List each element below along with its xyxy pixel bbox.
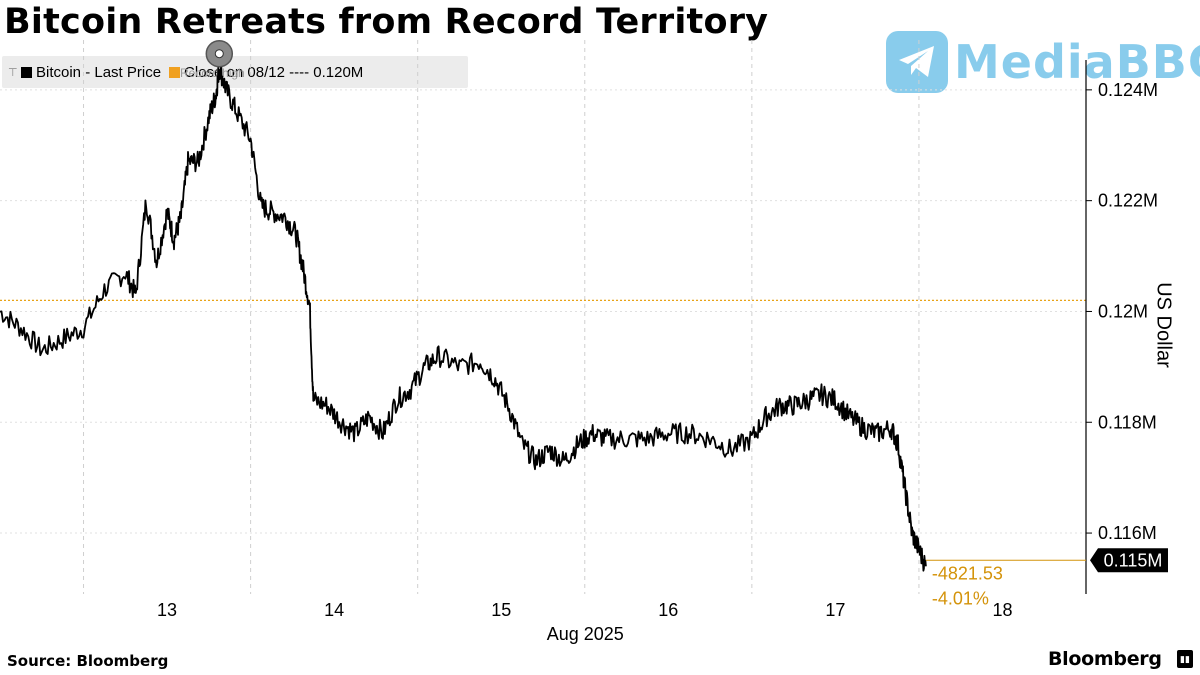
watermark-text: MediaBBG [954,35,1200,89]
x-tick-label: 15 [491,600,511,620]
bloomberg-mark-icon: ▮▮ [1177,650,1193,668]
x-tick-label: 18 [992,600,1012,620]
telegram-icon [886,31,948,93]
source-note: Source: Bloomberg [7,652,169,670]
change-percent: -4.01% [932,588,989,608]
pin-icon[interactable]: ⊤ [8,66,18,79]
chart-title: Bitcoin Retreats from Record Territory [4,2,769,42]
x-axis-label: Aug 2025 [547,624,624,644]
x-tick-label: 14 [324,600,344,620]
y-tick-label: 0.118M [1098,412,1157,432]
legend-swatch-close [169,66,181,78]
x-tick-label: 13 [157,600,177,620]
x-tick-label: 17 [825,600,845,620]
brand-logo: Bloomberg [1048,648,1162,670]
y-tick-label: 0.122M [1098,191,1158,211]
record-high-label: Record high [180,66,245,80]
bitcoin-price-line [0,65,927,572]
watermark: MediaBBG [886,30,1200,94]
last-value-badge [1090,548,1168,573]
y-tick-label: 0.12M [1098,301,1148,321]
x-tick-label: 16 [658,600,678,620]
y-axis-label: US Dollar [1152,282,1175,368]
legend-label-bitcoin: Bitcoin - Last Price [36,63,162,81]
change-absolute: -4821.53 [932,563,1003,583]
y-tick-label: 0.116M [1098,523,1157,543]
legend-swatch-bitcoin [21,66,32,78]
last-value-label: 0.115M [1104,550,1163,570]
